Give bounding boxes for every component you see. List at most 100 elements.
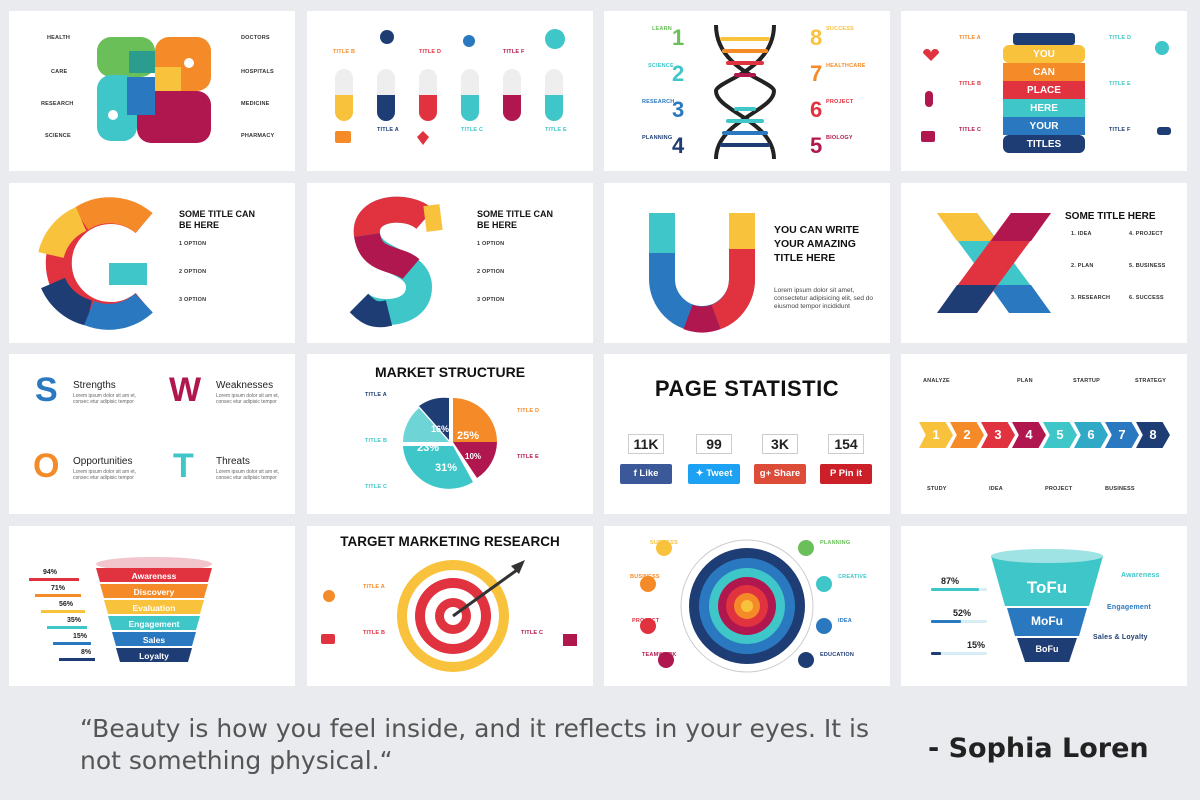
facebook-like-button[interactable]: f Like <box>620 464 672 484</box>
funnel-label: Awareness <box>1121 572 1160 579</box>
slide-title: SOME TITLE HERE <box>1065 211 1156 222</box>
tofu-funnel-graphic <box>931 549 1103 662</box>
jar-band-text: PLACE <box>1027 85 1061 96</box>
card-process-chevrons[interactable]: ANALYZE PLAN STARTUP STRATEGY 1 2 3 4 5 … <box>901 354 1187 514</box>
swot-label: Strengths <box>73 380 116 391</box>
jar-band-text: CAN <box>1033 67 1055 78</box>
card-swot[interactable]: S Strengths Lorem ipsum dolor sit am et,… <box>9 354 295 514</box>
funnel-label: Sales & Loyalty <box>1093 634 1148 641</box>
right-label: HOSPITALS <box>241 69 274 75</box>
swot-letter: S <box>35 371 58 409</box>
card-letter-s[interactable]: SOME TITLE CAN BE HERE 1 OPTION 2 OPTION… <box>307 183 593 343</box>
step-number: 8 <box>810 25 823 50</box>
step-label: SUCCESS <box>826 26 854 32</box>
swot-letter: W <box>169 371 202 409</box>
twitter-tweet-button[interactable]: ✦ Tweet <box>688 464 740 484</box>
swot-letter: T <box>173 447 194 485</box>
item-label: 3. RESEARCH <box>1071 295 1111 301</box>
slide-title: SOME TITLE CAN BE HERE <box>179 209 255 230</box>
jar-band-text: HERE <box>1030 103 1058 114</box>
title-label: TITLE D <box>517 408 540 414</box>
swot-body: Lorem ipsum dolor sit am et, consec etur… <box>216 469 280 481</box>
item-label: 2. PLAN <box>1071 263 1094 269</box>
title-label: TITLE E <box>1109 81 1131 87</box>
step-label: BIOLOGY <box>826 135 853 141</box>
card-letter-x[interactable]: SOME TITLE HERE 1. IDEA 2. PLAN 3. RESEA… <box>901 183 1187 343</box>
title-label: TITLE D <box>1109 35 1132 41</box>
twitter-icon: ✦ <box>695 468 707 479</box>
bottom-label: IDEA <box>989 486 1003 492</box>
step-number: 1 <box>672 25 685 50</box>
step-label: PROJECT <box>826 99 854 105</box>
title-label: TITLE E <box>517 454 539 460</box>
funnel-percent: 87% <box>941 576 960 586</box>
funnel-graphic <box>29 557 212 662</box>
funnel-level: Loyalty <box>139 651 169 661</box>
funnel-percent: 8% <box>81 649 92 656</box>
pinterest-icon: P <box>829 468 839 479</box>
card-tofu-funnel[interactable]: ToFu MoFu BoFu 87% 52% 15% Awareness Eng… <box>901 526 1187 686</box>
item-label: 1. IDEA <box>1071 231 1092 237</box>
step-number: 6 <box>810 97 823 122</box>
left-label: SCIENCE <box>45 133 71 139</box>
bottom-label: STUDY <box>927 486 947 492</box>
quote-author: - Sophia Loren <box>928 733 1149 764</box>
jar-band-text: TITLES <box>1026 139 1062 150</box>
slice-label: 25% <box>457 430 480 442</box>
title-label: TITLE C <box>461 127 484 133</box>
item-label: SUCCESS <box>650 540 678 546</box>
item-label: BUSINESS <box>630 574 660 580</box>
option-label: 1 OPTION <box>477 241 505 247</box>
letter-g-graphic <box>38 197 153 330</box>
title-label: TITLE B <box>959 81 982 87</box>
pinterest-pin-button[interactable]: P Pin it <box>820 464 872 484</box>
card-letter-u[interactable]: YOU CAN WRITE YOUR AMAZING TITLE HERE Lo… <box>604 183 890 343</box>
title-label: TITLE B <box>363 630 386 636</box>
title-label: TITLE A <box>959 35 981 41</box>
option-label: 1 OPTION <box>179 241 207 247</box>
card-pills[interactable]: TITLE B TITLE D TITLE F TITLE A TITLE C … <box>307 11 593 171</box>
card-market-structure[interactable]: MARKET STRUCTURE 25% 10% 31% 23% 16% TIT… <box>307 354 593 514</box>
stat-value: 11K <box>628 434 664 454</box>
pills-graphic <box>335 29 565 145</box>
title-label: TITLE A <box>363 584 385 590</box>
right-label: PHARMACY <box>241 133 275 139</box>
card-jar[interactable]: YOU CAN PLACE HERE YOUR TITLES TITLE A T… <box>901 11 1187 171</box>
slide-title: YOU CAN WRITE YOUR AMAZING TITLE HERE <box>774 224 860 264</box>
left-label: RESEARCH <box>41 101 74 107</box>
swot-body: Lorem ipsum dolor sit am et, consec etur… <box>73 469 137 481</box>
item-label: PLANNING <box>820 540 851 546</box>
step-chevron: 6 <box>1074 422 1108 448</box>
funnel-level: Sales <box>142 635 166 645</box>
funnel-level: BoFu <box>1035 644 1059 654</box>
google-share-button[interactable]: g+ Share <box>754 464 806 484</box>
item-label: EDUCATION <box>820 652 855 658</box>
card-concentric[interactable]: SUCCESS BUSINESS PROJECT TEAMWORK PLANNI… <box>604 526 890 686</box>
item-label: TEAMWORK <box>642 652 677 658</box>
step-label: LEARN <box>652 26 672 32</box>
top-label: ANALYZE <box>923 378 950 384</box>
title-label: TITLE C <box>365 484 388 490</box>
item-label: 4. PROJECT <box>1129 231 1164 237</box>
card-target-marketing[interactable]: TARGET MARKETING RESEARCH TITLE A TITLE … <box>307 526 593 686</box>
jar-graphic <box>921 33 1171 153</box>
slide-title: MARKET STRUCTURE <box>374 364 526 380</box>
swot-label: Threats <box>216 456 250 467</box>
card-medical-cross[interactable]: HEALTH CARE RESEARCH SCIENCE DOCTORS HOS… <box>9 11 295 171</box>
funnel-percent: 94% <box>43 569 58 576</box>
funnel-level: MoFu <box>1031 614 1063 628</box>
card-dna[interactable]: LEARN 1 SCIENCE 2 RESEARCH 3 PLANNING 4 … <box>604 11 890 171</box>
step-label: RESEARCH <box>642 99 675 105</box>
funnel-percent: 15% <box>967 640 986 650</box>
step-number: 3 <box>672 97 685 122</box>
funnel-percent: 15% <box>73 633 88 640</box>
card-letter-g[interactable]: SOME TITLE CAN BE HERE 1 OPTION 2 OPTION… <box>9 183 295 343</box>
card-page-statistic[interactable]: PAGE STATISTIC 11K 99 3K 154 f Like ✦ Tw… <box>604 354 890 514</box>
card-sales-funnel[interactable]: Awareness Discovery Evaluation Engagemen… <box>9 526 295 686</box>
step-chevron: 1 <box>919 422 953 448</box>
slide-title: TARGET MARKETING RESEARCH <box>340 534 560 549</box>
option-label: 3 OPTION <box>477 297 505 303</box>
option-label: 2 OPTION <box>477 269 505 275</box>
quote-text: “Beauty is how you feel inside, and it r… <box>80 714 870 775</box>
top-label: PLAN <box>1017 378 1033 384</box>
